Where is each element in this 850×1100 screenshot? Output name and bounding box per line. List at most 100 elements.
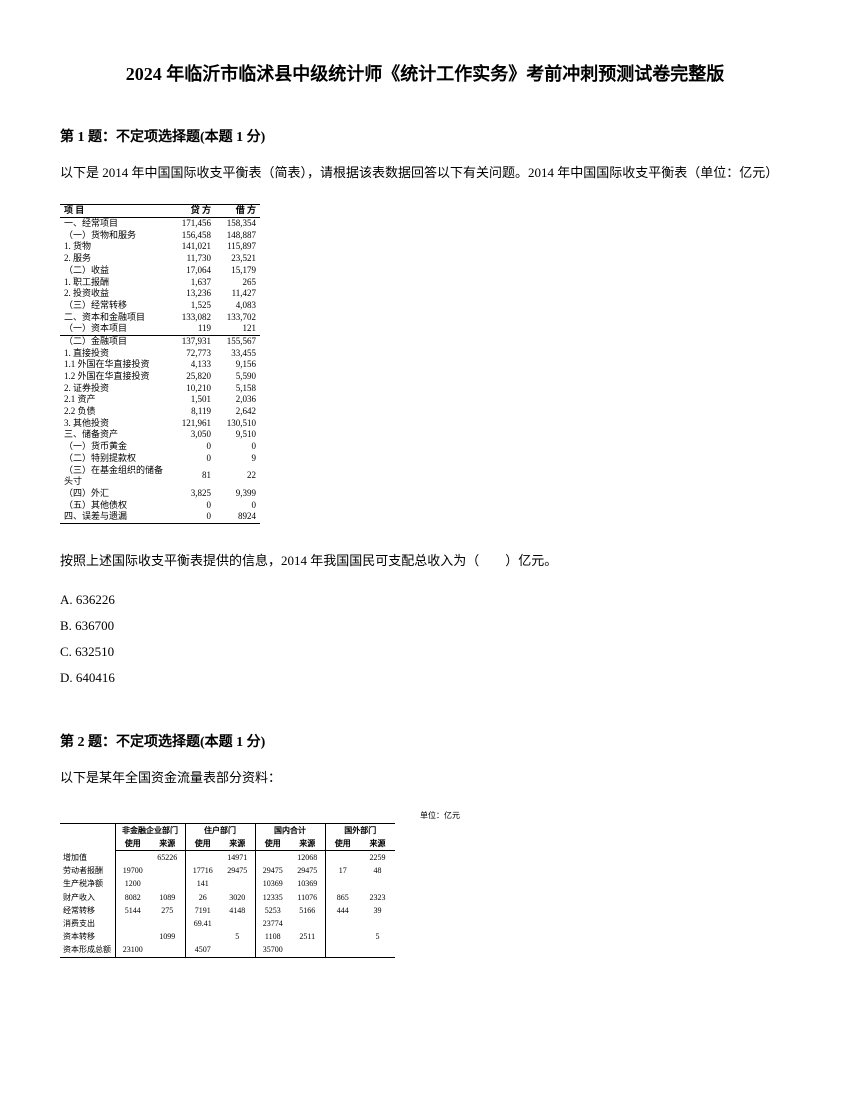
table2-group-header: 国外部门	[325, 823, 395, 837]
table2-cell: 26	[185, 891, 220, 904]
table1-cell: 2. 投资收益	[60, 288, 170, 300]
table1-header-cell: 项 目	[60, 205, 170, 218]
table1-cell: 11,427	[215, 288, 260, 300]
table2-cell: 11076	[290, 891, 325, 904]
table1-cell: 1. 职工报酬	[60, 277, 170, 289]
table2-cell: 5166	[290, 904, 325, 917]
table1-cell: 133,702	[215, 312, 260, 324]
table1-cell: 2,642	[215, 406, 260, 418]
table2-cell: 财产收入	[60, 891, 115, 904]
table2-cell	[150, 877, 185, 890]
table2-cell: 资本形成总额	[60, 943, 115, 957]
table2-cell: 增加值	[60, 851, 115, 865]
table2-cell: 19700	[115, 864, 150, 877]
table1-cell: 156,458	[170, 230, 215, 242]
table1-cell: 3. 其他投资	[60, 418, 170, 430]
table1-cell: 23,521	[215, 253, 260, 265]
q1-options: A. 636226 B. 636700 C. 632510 D. 640416	[60, 587, 790, 691]
table1-cell: 141,021	[170, 241, 215, 253]
table1-cell: 2. 服务	[60, 253, 170, 265]
table2-sub-header: 使用	[115, 837, 150, 851]
table2-cell	[115, 917, 150, 930]
table1-cell: 1,525	[170, 300, 215, 312]
table2-cell: 39	[360, 904, 395, 917]
table2-cell: 865	[325, 891, 360, 904]
table2-cell: 8082	[115, 891, 150, 904]
q2-table-unit: 单位：亿元	[60, 810, 460, 821]
table2-sub-header: 来源	[290, 837, 325, 851]
table2-sub-header: 使用	[325, 837, 360, 851]
table2-cell: 141	[185, 877, 220, 890]
table1-cell: 0	[170, 453, 215, 465]
table1-cell: 0	[170, 500, 215, 512]
table2-cell	[290, 943, 325, 957]
table2-group-header	[60, 823, 115, 850]
table2-cell: 1099	[150, 930, 185, 943]
table2-cell: 48	[360, 864, 395, 877]
table1-cell: 115,897	[215, 241, 260, 253]
table1-cell: 三、储备资产	[60, 429, 170, 441]
option-b: B. 636700	[60, 613, 790, 639]
table2-cell: 3020	[220, 891, 255, 904]
table1-cell: 1. 货物	[60, 241, 170, 253]
table1-cell: 9,156	[215, 359, 260, 371]
table2-cell	[325, 930, 360, 943]
table1-cell: 2,036	[215, 394, 260, 406]
table1-cell: 119	[170, 323, 215, 335]
table2-cell: 5	[360, 930, 395, 943]
table1-cell: 一、经常项目	[60, 218, 170, 230]
table1-cell: 22	[215, 465, 260, 488]
table1-cell: （二）收益	[60, 265, 170, 277]
table1-cell: 133,082	[170, 312, 215, 324]
table1-cell: （三）经常转移	[60, 300, 170, 312]
document-title: 2024 年临沂市临沭县中级统计师《统计工作实务》考前冲刺预测试卷完整版	[60, 60, 790, 86]
table2-cell: 1108	[255, 930, 290, 943]
table1-cell: 0	[215, 500, 260, 512]
table2-cell: 10369	[255, 877, 290, 890]
table2-cell: 4148	[220, 904, 255, 917]
table2-cell	[220, 877, 255, 890]
table2-cell: 7191	[185, 904, 220, 917]
table1-cell: 1.2 外国在华直接投资	[60, 371, 170, 383]
table1-cell: 9,510	[215, 429, 260, 441]
table1-cell: 171,456	[170, 218, 215, 230]
table1-cell: 8,119	[170, 406, 215, 418]
table2-cell: 17716	[185, 864, 220, 877]
table1-cell: 155,567	[215, 335, 260, 347]
table1-cell: （五）其他债权	[60, 500, 170, 512]
table2-cell	[150, 943, 185, 957]
table1-cell: 5,158	[215, 383, 260, 395]
table2-cell	[115, 930, 150, 943]
table1-cell: （四）外汇	[60, 488, 170, 500]
table1-cell: 33,455	[215, 348, 260, 360]
table1-header-cell: 借 方	[215, 205, 260, 218]
table2-cell: 2259	[360, 851, 395, 865]
q1-table: 项 目贷 方借 方一、经常项目171,456158,354（一）货物和服务156…	[60, 204, 790, 524]
table2-cell: 23100	[115, 943, 150, 957]
table1-header-cell: 贷 方	[170, 205, 215, 218]
table2-group-header: 国内合计	[255, 823, 325, 837]
table2-group-header: 住户部门	[185, 823, 255, 837]
table1-cell: 158,354	[215, 218, 260, 230]
table1-cell: （二）特别提款权	[60, 453, 170, 465]
q1-header: 第 1 题：不定项选择题(本题 1 分)	[60, 126, 790, 146]
table2-cell: 消费支出	[60, 917, 115, 930]
table1-cell: 25,820	[170, 371, 215, 383]
table2-cell: 1200	[115, 877, 150, 890]
table1-cell: 0	[170, 441, 215, 453]
option-c: C. 632510	[60, 639, 790, 665]
table1-cell: （一）货币黄金	[60, 441, 170, 453]
table2-cell	[220, 943, 255, 957]
table2-cell	[115, 851, 150, 865]
table1-cell: 2.1 资产	[60, 394, 170, 406]
table2-cell: 69.41	[185, 917, 220, 930]
table2-cell: 1089	[150, 891, 185, 904]
q1-followup: 按照上述国际收支平衡表提供的信息，2014 年我国国民可支配总收入为（ ）亿元。	[60, 549, 790, 572]
table2-cell	[185, 930, 220, 943]
table1-cell: （二）金融项目	[60, 335, 170, 347]
table1-cell: 2. 证券投资	[60, 383, 170, 395]
table2-cell: 65226	[150, 851, 185, 865]
table1-cell: （一）资本项目	[60, 323, 170, 335]
table2-cell: 17	[325, 864, 360, 877]
table1-cell: 15,179	[215, 265, 260, 277]
